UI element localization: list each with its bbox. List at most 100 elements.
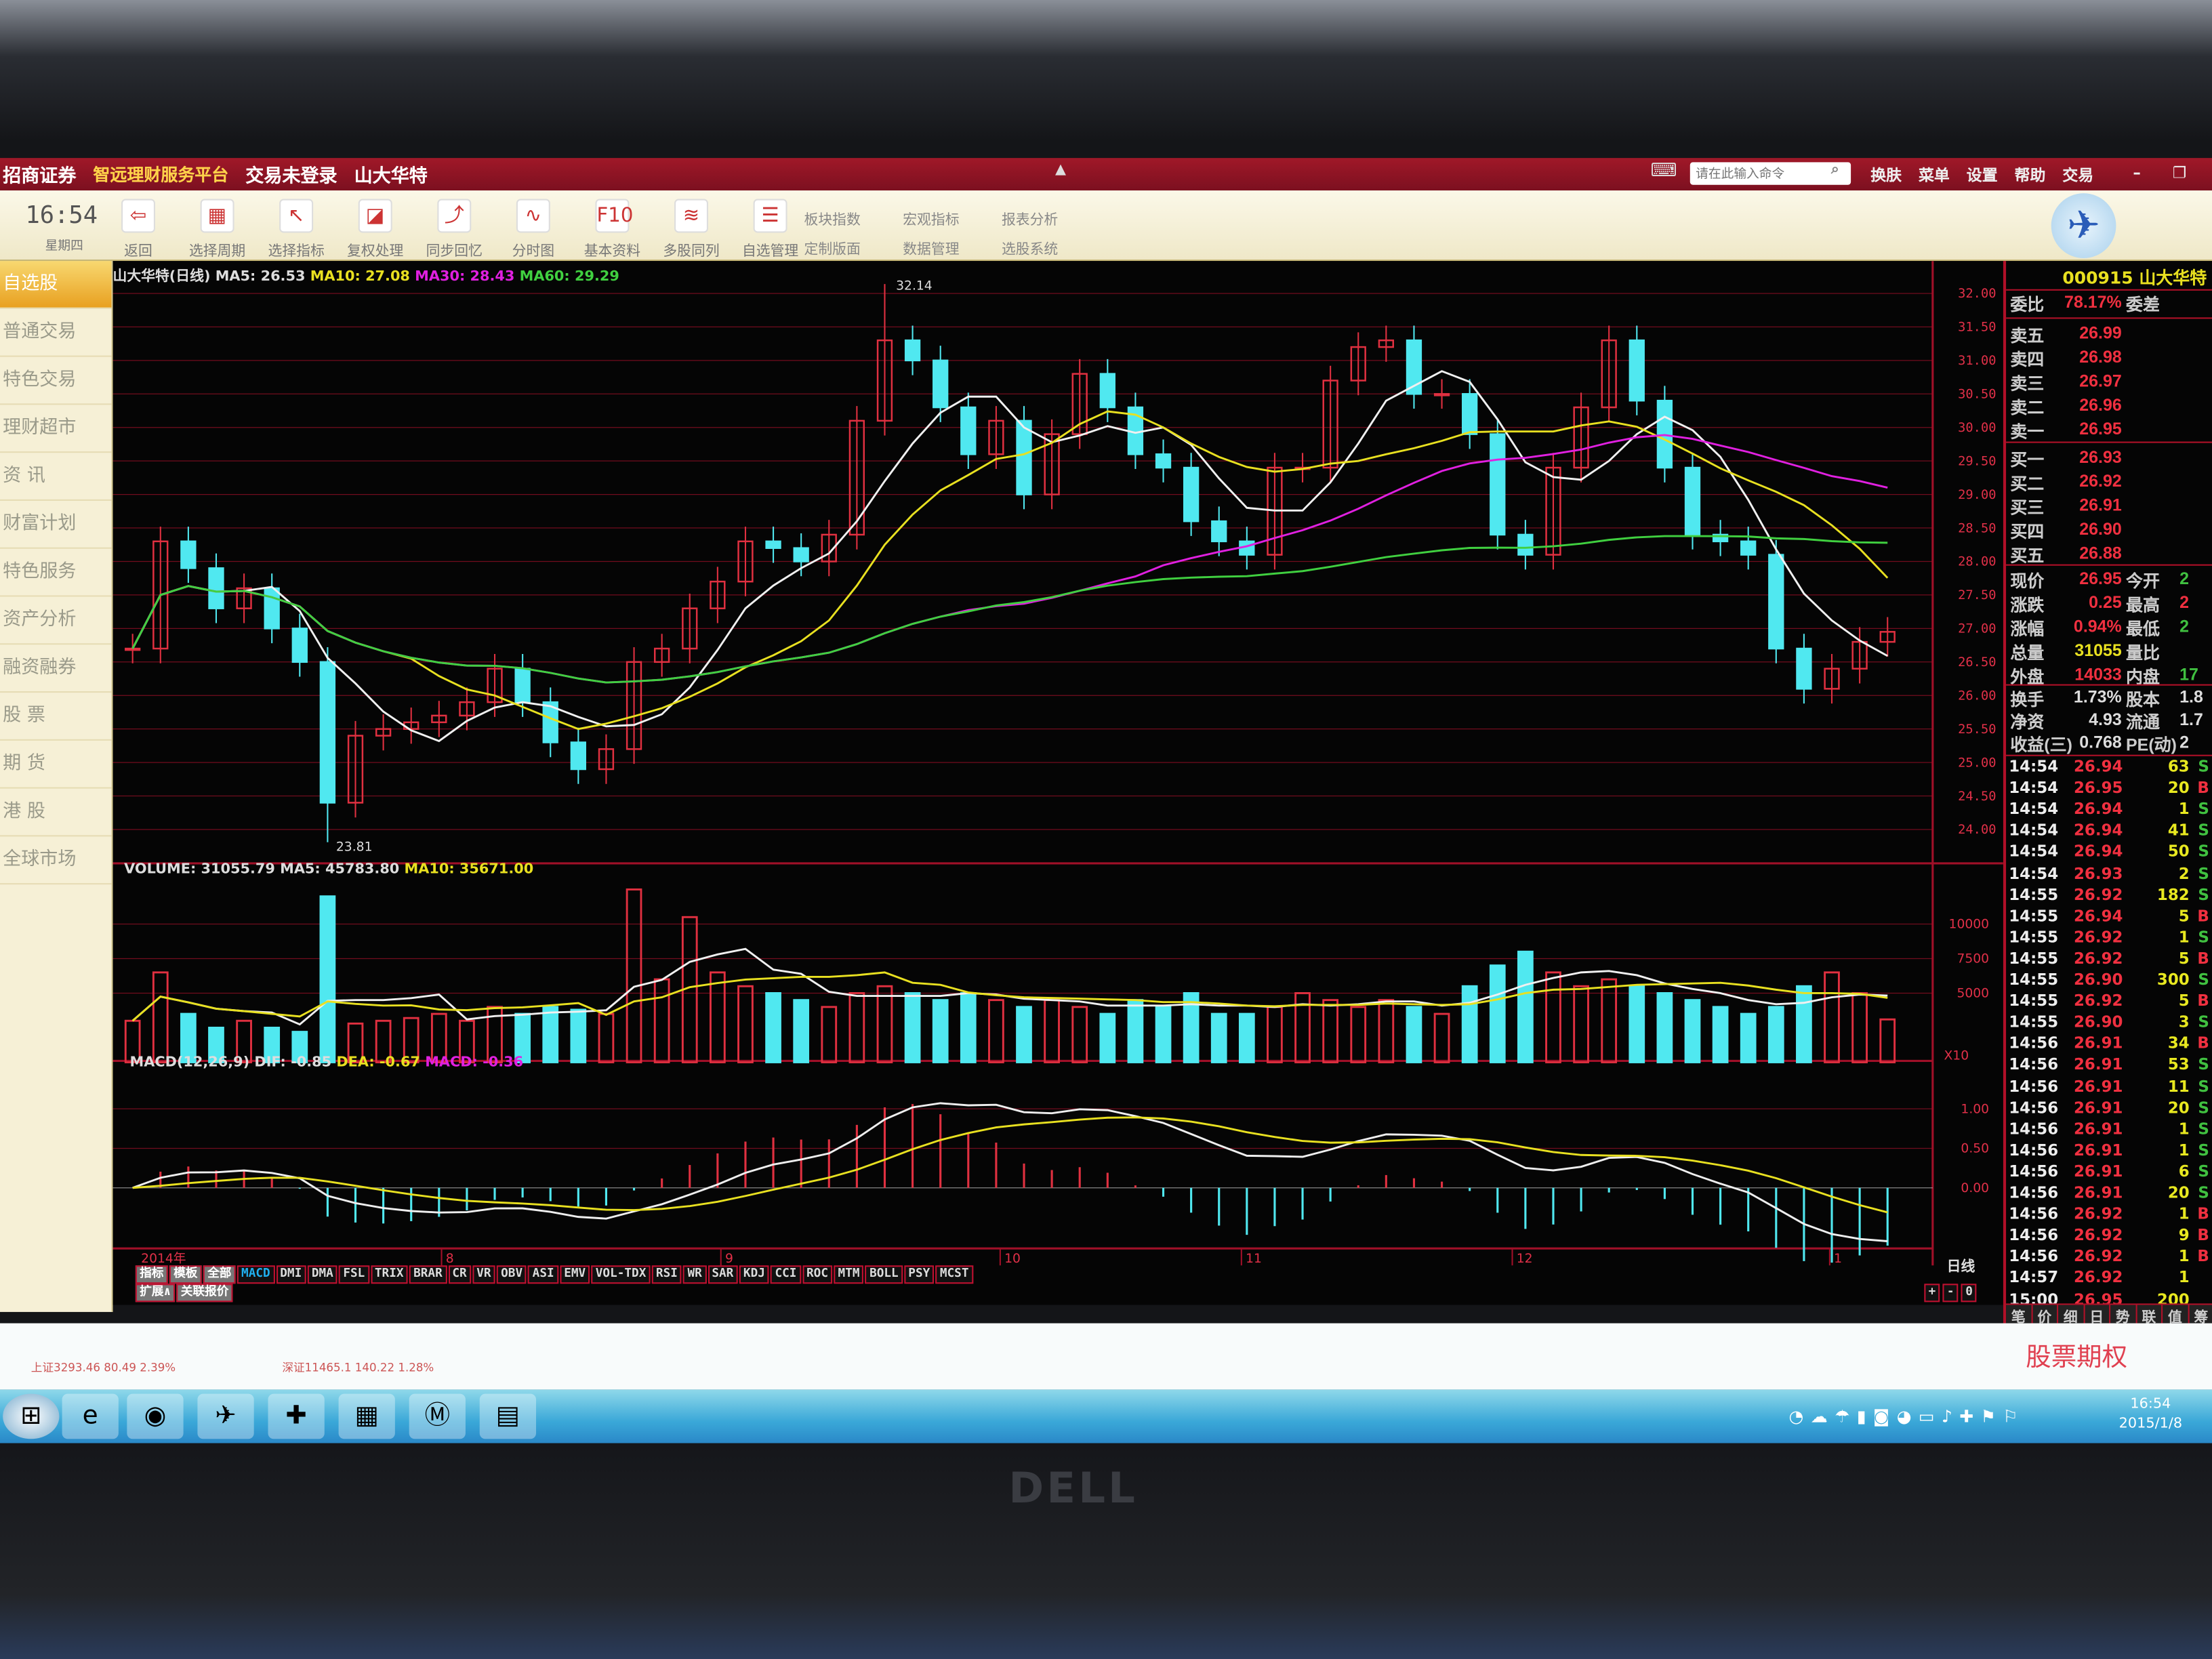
toolbar-small-button-2[interactable]: 报表分析 (1001, 213, 1059, 229)
app-icon-yellow[interactable]: ✚ (268, 1393, 325, 1439)
start-button[interactable]: ⊞ (3, 1393, 60, 1439)
document-icon[interactable]: ▤ (479, 1393, 537, 1439)
indicator-tab-rsi[interactable]: RSI (651, 1265, 682, 1284)
toolbar-button-0[interactable]: ⇦ 返回 (104, 199, 172, 260)
sidebar-item-7[interactable]: 资产分析 (0, 597, 112, 645)
indicator-tab-dmi[interactable]: DMI (276, 1265, 306, 1284)
toolbar-button-6[interactable]: F10 基本资料 (578, 199, 646, 260)
quote-tab-1[interactable]: 价 (2032, 1305, 2059, 1326)
indicator-tab-sar[interactable]: SAR (708, 1265, 738, 1284)
quote-tab-2[interactable]: 细 (2058, 1305, 2085, 1326)
app-icon-tiles[interactable]: ▦ (338, 1393, 395, 1439)
toolbar-button-2[interactable]: ↖ 选择指标 (262, 199, 330, 260)
chart-canvas[interactable]: 32.00 31.50 31.00 30.50 30.00 29.50 29.00 28.50… (112, 261, 2003, 1305)
sidebar-item-2[interactable]: 特色交易 (0, 357, 112, 405)
shenzhen-index[interactable]: 深证11465.1 140.22 1.28% (282, 1361, 434, 1374)
menu-skin[interactable]: 换肤 (1870, 166, 1902, 185)
indicator-tab-wr[interactable]: WR (683, 1265, 707, 1284)
indicator-tab-brar[interactable]: BRAR (409, 1265, 447, 1284)
indicator-tab-emv[interactable]: EMV (559, 1265, 590, 1284)
collapse-icon[interactable]: ▲ (1055, 162, 1067, 178)
restore-icon[interactable]: ❐ (2172, 163, 2187, 182)
sidebar-item-5[interactable]: 财富计划 (0, 501, 112, 549)
menu-settings[interactable]: 设置 (1966, 166, 1998, 185)
indicator-tab-vr[interactable]: VR (472, 1265, 495, 1284)
zoom-out-button[interactable]: - (1942, 1284, 1959, 1303)
toolbar-button-5[interactable]: ∿ 分时图 (499, 199, 567, 260)
toolbar-small-button-4[interactable]: 数据管理 (903, 243, 960, 258)
zoom-reset-button[interactable]: 0 (1961, 1284, 1978, 1303)
indicator-tab-vol-tdx[interactable]: VOL-TDX (591, 1265, 651, 1284)
indicator-tab-cr[interactable]: CR (448, 1265, 471, 1284)
sidebar-item-4[interactable]: 资 讯 (0, 453, 112, 501)
indicator-tab-全部[interactable]: 全部 (203, 1265, 236, 1284)
indicator-tab-trix[interactable]: TRIX (370, 1265, 408, 1284)
sidebar-item-6[interactable]: 特色服务 (0, 549, 112, 597)
sidebar-item-9[interactable]: 股 票 (0, 693, 112, 741)
volume-bar (1545, 971, 1561, 1063)
toolbar-small-button-5[interactable]: 选股系统 (1001, 243, 1059, 258)
login-status[interactable]: 交易未登录 (245, 166, 337, 188)
toolbar-button-7[interactable]: ≋ 多股同列 (657, 199, 725, 260)
ie-icon[interactable]: e (62, 1393, 119, 1439)
indicator-tab-模板[interactable]: 模板 (169, 1265, 202, 1284)
keyboard-icon[interactable]: ⌨ (1650, 161, 1677, 182)
zoom-in-button[interactable]: + (1924, 1284, 1940, 1303)
kline-chart[interactable]: 32.00 31.50 31.00 30.50 30.00 29.50 29.00 28.50… (112, 261, 2003, 1305)
indicator-tab-mtm[interactable]: MTM (834, 1265, 864, 1284)
stock-options-banner[interactable]: 股票期权 (2026, 1343, 2128, 1373)
toolbar-button-1[interactable]: ▦ 选择周期 (184, 199, 251, 260)
trade-price: 26.92 (2074, 1247, 2123, 1266)
tray-icons[interactable]: ◔☁☂▮◙◕▭♪✚⚑⚐ (1788, 1406, 2026, 1427)
sidebar-item-10[interactable]: 期 货 (0, 741, 112, 789)
app-icon-orange[interactable]: Ⓜ (409, 1393, 466, 1439)
indicator-tab-macd[interactable]: MACD (237, 1265, 274, 1284)
quote-tab-4[interactable]: 势 (2110, 1305, 2137, 1326)
sidebar-item-12[interactable]: 全球市场 (0, 836, 112, 885)
indicator-tab-fsl[interactable]: FSL (339, 1265, 369, 1284)
period-label[interactable]: 日线 (1946, 1259, 1975, 1275)
toolbar-button-8[interactable]: ☰ 自选管理 (737, 199, 804, 260)
app-icon-green[interactable]: ◉ (127, 1393, 184, 1439)
candle-body (1211, 520, 1227, 543)
indicator-tab-psy[interactable]: PSY (904, 1265, 935, 1284)
menu-trade[interactable]: 交易 (2062, 166, 2094, 185)
toolbar-small-button-3[interactable]: 定制版面 (804, 243, 861, 258)
toolbar-small-button-1[interactable]: 宏观指标 (903, 213, 960, 229)
sidebar-item-0[interactable]: 自选股 (0, 261, 112, 309)
quote-tab-6[interactable]: 值 (2163, 1305, 2189, 1326)
sidebar-item-11[interactable]: 港 股 (0, 789, 112, 837)
indicator-tab-asi[interactable]: ASI (528, 1265, 558, 1284)
menu-help[interactable]: 帮助 (2014, 166, 2046, 185)
candle-body (682, 607, 698, 650)
menu-main[interactable]: 菜单 (1919, 166, 1950, 185)
sidebar-item-3[interactable]: 理财超市 (0, 405, 112, 453)
sidebar-item-8[interactable]: 融资融券 (0, 644, 112, 693)
indicator-tab-obv[interactable]: OBV (496, 1265, 527, 1284)
indicator-tab-kdj[interactable]: KDJ (739, 1265, 770, 1284)
sidebar-item-1[interactable]: 普通交易 (0, 309, 112, 357)
indicator-tab-mcst[interactable]: MCST (935, 1265, 973, 1284)
date-label: 10 (1004, 1252, 1021, 1266)
minimize-icon[interactable]: – (2133, 163, 2141, 182)
shanghai-index[interactable]: 上证3293.46 80.49 2.39% (30, 1361, 176, 1374)
quote-tab-7[interactable]: 筹 (2189, 1305, 2212, 1326)
indicator-row2-1[interactable]: 关联报价 (176, 1284, 233, 1303)
indicator-tab-dma[interactable]: DMA (307, 1265, 338, 1284)
toolbar-button-3[interactable]: ◪ 复权处理 (342, 199, 409, 260)
indicator-tab-boll[interactable]: BOLL (865, 1265, 903, 1284)
indicator-tab-指标[interactable]: 指标 (135, 1265, 168, 1284)
quote-tab-0[interactable]: 笔 (2006, 1305, 2032, 1326)
bird-app-icon[interactable]: ✈ (197, 1393, 254, 1439)
quote-tab-3[interactable]: 日 (2085, 1305, 2111, 1326)
indicator-tab-roc[interactable]: ROC (802, 1265, 833, 1284)
command-input[interactable] (1689, 162, 1851, 185)
toolbar-button-4[interactable]: ⤴ 同步回忆 (420, 199, 488, 260)
tray-clock[interactable]: 16:54 2015/1/8 (2119, 1395, 2183, 1435)
search-icon[interactable]: ⌕ (1830, 162, 1839, 178)
toolbar-small-button-0[interactable]: 板块指数 (804, 213, 861, 229)
trade-side: S (2198, 864, 2209, 883)
quote-tab-5[interactable]: 联 (2137, 1305, 2163, 1326)
indicator-row2-0[interactable]: 扩展∧ (135, 1284, 176, 1303)
indicator-tab-cci[interactable]: CCI (771, 1265, 801, 1284)
